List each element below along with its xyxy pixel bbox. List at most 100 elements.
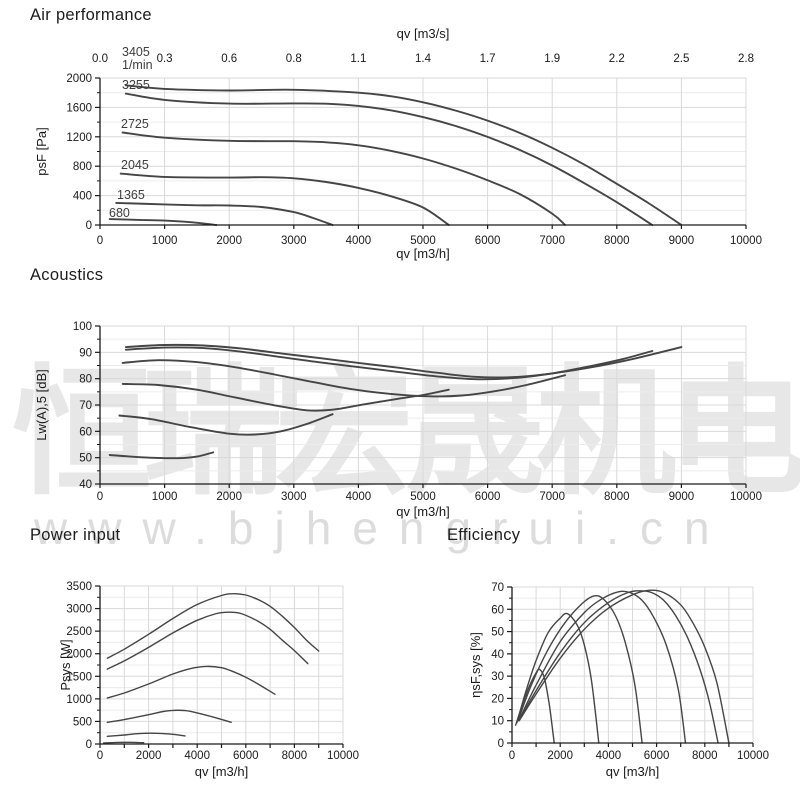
section-title-efficiency: Efficiency	[447, 526, 521, 544]
curve-label-unit: 1/min	[122, 58, 153, 72]
xtick-air: 0	[97, 235, 103, 247]
curve-acoustics-2725	[121, 359, 567, 398]
ytick-acoustics: 50	[79, 453, 92, 465]
xtick-acoustics: 4000	[346, 491, 372, 503]
ytick-acoustics: 60	[79, 426, 92, 438]
xtick-power: 6000	[233, 750, 259, 762]
ytick-acoustics: 90	[79, 347, 92, 359]
xtick-air: 6000	[475, 235, 501, 247]
x2tick-air: 0.0	[92, 53, 108, 65]
ytick-power: 0	[86, 739, 92, 751]
curve-label-680: 680	[109, 206, 130, 220]
curve-efficiency-680	[514, 668, 555, 744]
ytick-power: 3000	[66, 604, 92, 616]
xtick-power: 8000	[282, 750, 308, 762]
curve-air-2725	[121, 131, 567, 226]
ytick-air: 1600	[66, 102, 92, 114]
xtick-air: 9000	[669, 235, 695, 247]
xtick-acoustics: 3000	[281, 491, 307, 503]
x2tick-air: 0.3	[157, 53, 173, 65]
xtick-power: 2000	[136, 750, 162, 762]
x2tick-air: 1.9	[544, 53, 560, 65]
x2tick-air: 0.6	[221, 53, 237, 65]
watermark-chinese-text: 恒瑞宏晟机电	[12, 354, 800, 511]
xtick-air: 7000	[539, 235, 565, 247]
xtick-efficiency: 4000	[596, 750, 622, 762]
curve-label-1365: 1365	[117, 188, 145, 202]
curve-power-3255	[106, 611, 309, 670]
x2tick-air: 2.5	[673, 53, 689, 65]
curve-label-3255: 3255	[122, 78, 150, 92]
ytick-power: 2000	[66, 649, 92, 661]
xtick-acoustics: 10000	[730, 491, 762, 503]
xtick-power: 0	[97, 750, 103, 762]
curve-efficiency-2725	[518, 590, 687, 744]
ytick-efficiency: 0	[498, 738, 504, 750]
xtick-acoustics: 7000	[539, 491, 565, 503]
curve-acoustics-680	[108, 451, 215, 460]
ytick-air: 1200	[66, 132, 92, 144]
ytick-power: 3500	[66, 581, 92, 593]
ytick-acoustics: 80	[79, 374, 92, 386]
ytick-acoustics: 40	[79, 479, 92, 491]
xtick-efficiency: 2000	[547, 750, 573, 762]
ytick-air: 400	[73, 191, 92, 203]
curve-air-3405	[124, 84, 683, 226]
xtick-efficiency: 6000	[644, 750, 670, 762]
curve-air-3255	[124, 92, 654, 226]
curve-power-1365	[106, 732, 186, 737]
xtick-air: 5000	[410, 235, 436, 247]
xtick-acoustics: 1000	[152, 491, 178, 503]
xtick-air: 10000	[730, 235, 762, 247]
ytick-efficiency: 30	[491, 671, 504, 683]
ytick-efficiency: 50	[491, 627, 504, 639]
curve-efficiency-1365	[516, 612, 600, 744]
curve-power-2045	[106, 709, 232, 723]
curve-efficiency-2045	[517, 594, 643, 744]
ytick-efficiency: 20	[491, 693, 504, 705]
xtick-acoustics: 6000	[475, 491, 501, 503]
curve-power-3405	[106, 592, 320, 659]
curve-power-680	[102, 741, 145, 744]
xtick-acoustics: 8000	[604, 491, 630, 503]
chart-power: 0 500 1000 1500 2000 2500 3000 3500 0 2000 4000 600…	[58, 581, 359, 779]
ytick-efficiency: 70	[491, 582, 504, 594]
xtick-efficiency: 0	[509, 750, 515, 762]
ytick-efficiency: 60	[491, 604, 504, 616]
curve-air-1365	[115, 201, 334, 226]
curve-acoustics-3255	[124, 346, 654, 381]
y-axis-title-air: psF [Pa]	[34, 127, 49, 175]
xtick-air: 1000	[152, 235, 178, 247]
x2tick-air: 1.4	[415, 53, 432, 65]
section-title-power-input: Power input	[30, 526, 121, 544]
ytick-power: 500	[73, 716, 92, 728]
x2tick-air: 1.7	[480, 53, 496, 65]
xtick-efficiency: 8000	[692, 750, 718, 762]
xtick-acoustics: 5000	[410, 491, 436, 503]
chart-efficiency: 0 10 20 30 40 50 60 70 0 2000 4000 6000 8000 10000 qv …	[468, 582, 769, 779]
xtick-acoustics: 2000	[216, 491, 242, 503]
xtick-air: 8000	[604, 235, 630, 247]
section-title-acoustics: Acoustics	[30, 266, 104, 284]
curve-efficiency-3405	[518, 589, 730, 744]
xtick-air: 3000	[281, 235, 307, 247]
curve-air-680	[108, 218, 218, 226]
x-axis-title-acoustics: qv [m3/h]	[396, 504, 449, 519]
xtick-power: 4000	[184, 750, 210, 762]
x2tick-air: 0.8	[286, 53, 302, 65]
ytick-air: 2000	[66, 73, 92, 85]
x2tick-air: 2.8	[738, 53, 754, 65]
curve-label-2725: 2725	[121, 117, 149, 131]
ytick-power: 1500	[66, 671, 92, 683]
xtick-air: 4000	[346, 235, 372, 247]
ytick-acoustics: 70	[79, 400, 92, 412]
ytick-efficiency: 40	[491, 649, 504, 661]
y-axis-title-acoustics: Lw(A),5 [dB]	[34, 369, 49, 441]
y-axis-title-power: Psys [W]	[58, 639, 73, 690]
x2-axis-title-air: qv [m3/s]	[397, 26, 450, 41]
x2tick-air: 1.1	[350, 53, 366, 65]
y-axis-title-efficiency: ηsF,sys [%]	[468, 632, 483, 698]
section-title-air-performance: Air performance	[30, 6, 152, 24]
